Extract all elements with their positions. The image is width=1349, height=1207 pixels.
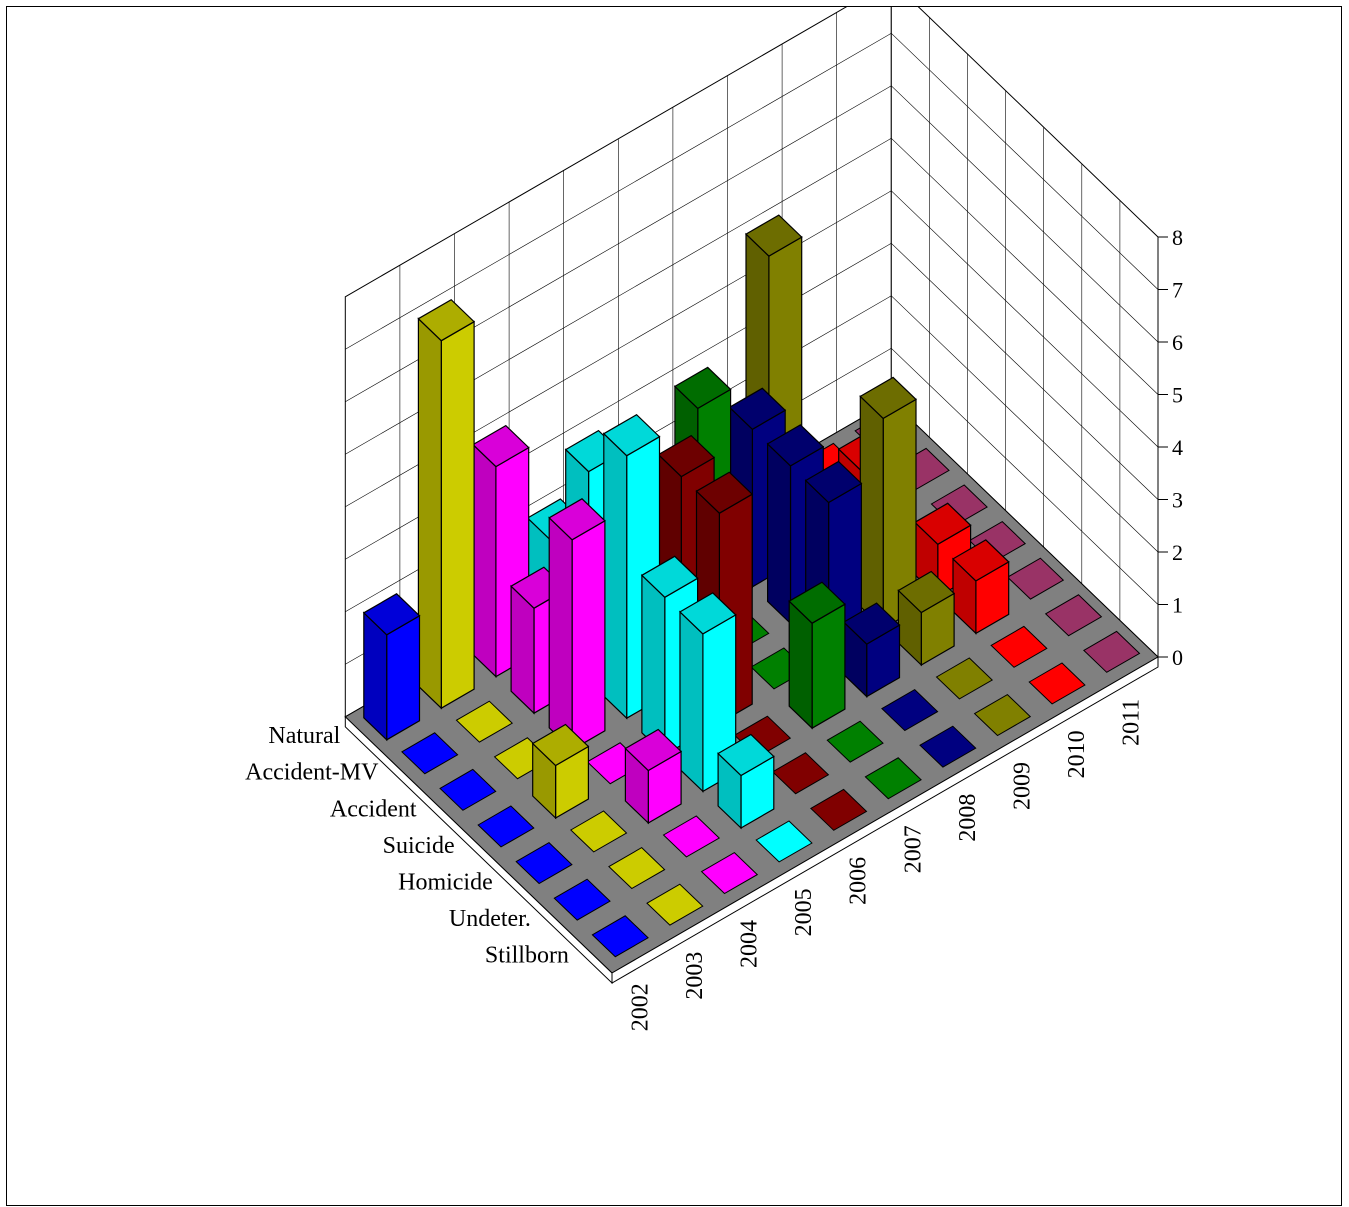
year-label: 2009: [1010, 762, 1036, 810]
year-label: 2005: [791, 888, 817, 936]
bar-undeter--2006: [771, 752, 830, 795]
z-tick-label: 6: [1172, 330, 1183, 355]
gridline-side: [891, 138, 1159, 395]
year-label: 2008: [955, 794, 981, 842]
year-label: 2006: [846, 857, 872, 905]
bar-homicide-2009: [897, 570, 956, 667]
category-label: Suicide: [383, 833, 455, 859]
bar-undeter--2008: [881, 688, 939, 732]
bar-suicide-2002: [477, 805, 535, 848]
z-tick-label: 1: [1172, 593, 1183, 618]
year-label: 2011: [1119, 699, 1145, 746]
bar-undeter--2009: [935, 657, 994, 700]
z-tick-label: 7: [1172, 278, 1183, 303]
year-label: 2010: [1064, 730, 1090, 778]
bar-natural-2002: [362, 593, 421, 742]
chart-3d-bar: 0 1 2 3 4 5 6 7 8 Natural Accident-MV Accident Suici…: [245, 7, 1183, 1031]
bar-stillborn-2005: [755, 820, 813, 863]
z-tick-label: 8: [1172, 225, 1183, 250]
bar-undeter--2004: [662, 815, 721, 858]
bars-layer: [362, 214, 1141, 958]
year-label: 2003: [682, 952, 708, 1000]
gridline-side: [891, 348, 1159, 605]
gridline-side: [891, 33, 1159, 290]
bar-homicide-2010: [952, 539, 1010, 635]
bar-homicide-2011: [1006, 557, 1065, 600]
bar-natural-2003: [417, 298, 476, 710]
category-label: Natural: [268, 723, 340, 749]
bar-stillborn-2006: [809, 788, 868, 831]
z-tick-label: 5: [1172, 383, 1183, 408]
bar-undeter--2011: [1044, 594, 1103, 637]
year-label: 2004: [737, 920, 763, 968]
bar-stillborn-2010: [1028, 662, 1086, 705]
bar-homicide-2002: [515, 841, 573, 885]
bar-homicide-2008: [842, 602, 901, 699]
bar-accident-mv-2003: [455, 700, 514, 743]
bar-homicide-2007: [788, 581, 846, 730]
year-label: 2007: [900, 825, 926, 873]
bar-accident-mv-2002: [401, 732, 459, 775]
gridline-side: [891, 243, 1159, 500]
bar-stillborn-2003: [646, 883, 704, 926]
gridline-side: [891, 190, 1159, 448]
year-label: 2002: [627, 983, 653, 1031]
gridline-side: [891, 295, 1159, 553]
floor-edge-left: [344, 715, 613, 985]
category-label: Homicide: [398, 870, 493, 896]
category-label: Accident: [330, 796, 417, 822]
bar-stillborn-2007: [864, 757, 922, 800]
z-tick-label: 3: [1172, 488, 1183, 513]
category-label: Stillborn: [485, 943, 569, 969]
bar-stillborn-2004: [700, 851, 759, 895]
z-tick-label: 4: [1172, 435, 1183, 460]
bar-undeter--2010: [990, 625, 1048, 668]
bar-accident-2002: [439, 768, 497, 811]
z-tick-label: 0: [1172, 645, 1183, 670]
bar-undeter--2005: [717, 733, 775, 830]
bar-stillborn-2008: [919, 725, 977, 768]
category-label: Undeter.: [449, 906, 531, 932]
z-tick-label: 2: [1172, 540, 1183, 565]
bar-suicide-2003: [531, 723, 590, 820]
bar-undeter--2007: [826, 720, 884, 763]
bar-stillborn-2009: [973, 693, 1032, 737]
bar-stillborn-2002: [591, 915, 649, 958]
bar-undeter--2002: [553, 878, 611, 921]
bar-accident-2004: [548, 498, 606, 752]
chart-frame: 0 1 2 3 4 5 6 7 8 Natural Accident-MV Accident Suici…: [6, 6, 1342, 1206]
bar-undeter--2003: [608, 846, 666, 890]
bar-homicide-2005: [679, 592, 737, 793]
gridline-side: [891, 85, 1159, 343]
bar-suicide-2009: [859, 376, 917, 630]
bar-homicide-2004: [624, 728, 683, 825]
bar-stillborn-2011: [1082, 630, 1141, 673]
labels-layer: 0 1 2 3 4 5 6 7 8 Natural Accident-MV Accident Suici…: [245, 225, 1183, 1031]
category-label: Accident-MV: [245, 760, 379, 786]
bar-homicide-2003: [569, 810, 628, 853]
